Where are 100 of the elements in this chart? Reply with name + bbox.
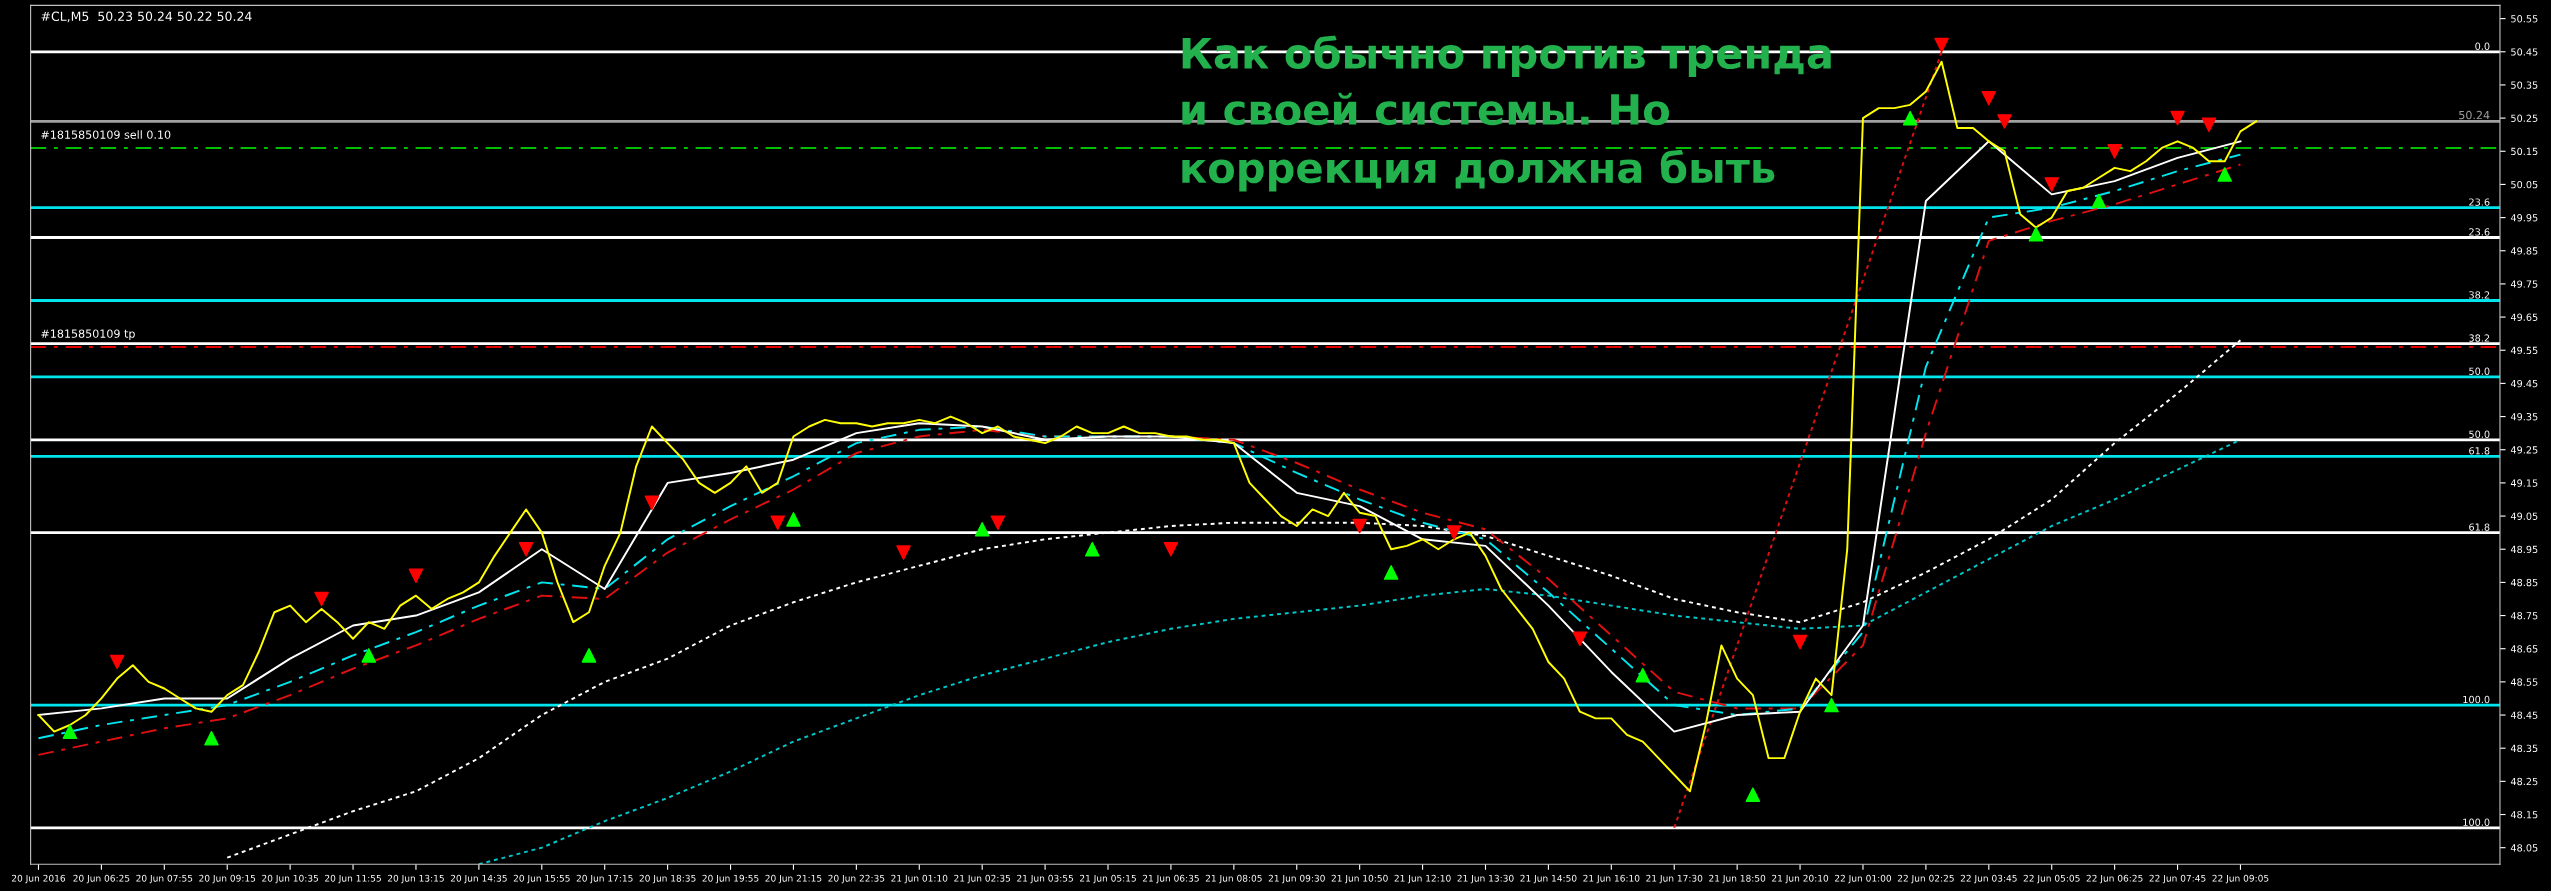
annotation: 50.0	[2469, 430, 2490, 438]
x-tick-label: 20 Jun 17:15	[576, 874, 633, 884]
annotation: 23.6	[2469, 198, 2490, 206]
point	[2028, 226, 2044, 242]
annotation: 61.8	[2469, 523, 2490, 531]
annotation: 50.0	[2469, 367, 2490, 375]
y-tick-label: 50.05	[2511, 180, 2538, 189]
x-tick-label: 20 Jun 06:25	[73, 874, 130, 884]
point	[2091, 193, 2107, 209]
point	[1163, 541, 1179, 557]
point	[990, 515, 1006, 530]
point	[109, 654, 125, 670]
point	[770, 515, 785, 530]
x-tick-label: 21 Jun 17:30	[1646, 874, 1703, 884]
ref-line-label: #1815850109 tp	[41, 329, 135, 340]
x-tick-label: 21 Jun 13:30	[1457, 874, 1514, 884]
point	[2044, 177, 2060, 192]
y-tick-label: 49.05	[2510, 512, 2538, 520]
point	[644, 495, 660, 511]
x-tick-label: 20 Jun 19:55	[702, 874, 759, 884]
annotation: 61.8	[2469, 447, 2490, 455]
y-tick-label: 50.15	[2511, 147, 2538, 156]
point	[1745, 787, 1761, 802]
annotation: 0.0	[2475, 42, 2490, 50]
y-tick-label: 49.95	[2510, 214, 2538, 222]
y-tick-label: 49.85	[2510, 247, 2538, 255]
x-tick-label: 22 Jun 05:05	[2023, 874, 2080, 884]
x-tick-label: 22 Jun 02:25	[1897, 874, 1954, 884]
x-tick-label: 22 Jun 09:05	[2212, 874, 2269, 884]
x-tick-label: 21 Jun 01:10	[891, 874, 948, 884]
x-tick-label: 21 Jun 12:10	[1394, 874, 1451, 884]
y-tick-label: 49.65	[2510, 313, 2538, 321]
point	[408, 568, 424, 584]
point	[1085, 541, 1100, 557]
y-tick-label: 48.75	[2510, 612, 2538, 620]
x-tick-label: 21 Jun 18:50	[1709, 874, 1766, 884]
x-tick-label: 21 Jun 10:50	[1331, 874, 1388, 884]
x-tick-label: 21 Jun 09:30	[1268, 874, 1325, 884]
point	[361, 648, 377, 663]
x-tick-label: 22 Jun 06:25	[2086, 874, 2143, 884]
x-tick-label: 20 Jun 13:15	[387, 874, 444, 884]
point	[2107, 143, 2122, 159]
annotation: 38.2	[2469, 291, 2490, 299]
point	[581, 648, 597, 663]
point	[786, 512, 801, 527]
annotation: 23.6	[2469, 228, 2490, 236]
x-tick-label: 21 Jun 20:10	[1772, 874, 1829, 884]
point	[62, 724, 78, 739]
annotation: 100.0	[2463, 818, 2490, 826]
x-tick-label: 20 Jun 07:55	[136, 874, 193, 884]
point	[2201, 117, 2217, 133]
x-tick-label: 21 Jun 05:15	[1080, 874, 1136, 884]
point	[1383, 565, 1399, 580]
point	[1792, 634, 1808, 650]
y-tick-label: 49.45	[2510, 379, 2538, 388]
point	[2170, 110, 2185, 126]
x-tick-label: 21 Jun 02:35	[954, 874, 1011, 884]
point	[1934, 37, 1949, 53]
y-tick-label: 48.15	[2510, 811, 2538, 819]
x-tick-label: 20 Jun 21:15	[765, 874, 822, 884]
x-tick-label: 21 Jun 14:50	[1520, 874, 1577, 884]
annotation: 100.0	[2463, 695, 2490, 704]
y-tick-label: 48.95	[2510, 545, 2538, 554]
y-tick-label: 50.35	[2511, 81, 2538, 89]
x-tick-label: 20 Jun 2016	[11, 874, 66, 884]
point	[518, 541, 534, 557]
ref-line-label: 50.24	[2459, 110, 2490, 120]
y-tick-label: 49.25	[2510, 446, 2538, 454]
x-tick-label: 22 Jun 01:00	[1834, 874, 1892, 884]
point	[1572, 631, 1588, 647]
point	[896, 545, 911, 560]
y-tick-label: 48.85	[2510, 578, 2538, 587]
point	[974, 522, 990, 537]
point	[204, 730, 219, 746]
point	[1352, 518, 1367, 534]
y-tick-label: 49.55	[2510, 346, 2538, 355]
x-tick-label: 20 Jun 10:35	[262, 874, 319, 884]
point	[1997, 114, 2012, 129]
x-tick-label: 20 Jun 18:35	[639, 874, 696, 884]
point	[1824, 697, 1839, 713]
y-tick-label: 48.35	[2510, 744, 2538, 753]
x-tick-label: 22 Jun 03:45	[1960, 874, 2017, 884]
x-tick-label: 21 Jun 08:05	[1205, 874, 1262, 884]
point	[1635, 667, 1651, 683]
y-tick-label: 48.65	[2510, 645, 2538, 653]
x-tick-label: 20 Jun 09:15	[199, 874, 256, 884]
x-tick-label: 21 Jun 16:10	[1583, 874, 1640, 884]
y-tick-label: 50.45	[2511, 48, 2538, 56]
y-tick-label: 48.05	[2510, 844, 2538, 852]
x-tick-label: 21 Jun 03:55	[1017, 874, 1073, 884]
y-tick-label: 48.45	[2510, 711, 2538, 719]
point	[2217, 167, 2233, 182]
point	[1902, 110, 1918, 126]
y-tick-label: 49.75	[2510, 280, 2538, 288]
y-tick-label: 50.25	[2511, 114, 2538, 122]
x-tick-label: 20 Jun 22:35	[828, 874, 885, 884]
ref-line-label: #1815850109 sell 0.10	[41, 130, 171, 139]
x-tick-label: 21 Jun 06:35	[1142, 874, 1199, 884]
point	[1446, 525, 1462, 540]
y-tick-label: 48.55	[2510, 678, 2538, 686]
